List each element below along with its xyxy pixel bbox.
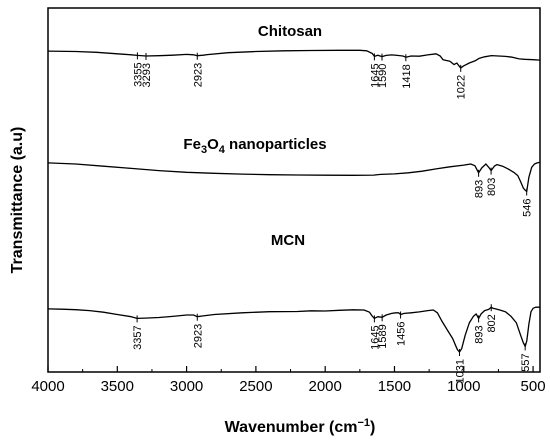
peak-label: 1031: [454, 359, 466, 383]
peak-label: 803: [486, 178, 498, 196]
peak-label: 557: [520, 353, 532, 371]
peak-label: 893: [474, 180, 486, 198]
peak-label: 2923: [192, 63, 204, 87]
x-tick-label: 2500: [239, 378, 272, 395]
x-axis-unit-sup: −1: [357, 417, 370, 429]
plot-frame: [47, 7, 541, 373]
x-axis-unit-prefix: (cm: [329, 419, 357, 436]
peak-label: 1456: [396, 321, 408, 345]
series-line: [47, 161, 541, 193]
peak-label: 1645: [369, 63, 381, 87]
x-tick-label: 4000: [31, 378, 64, 395]
x-tick-label: 1500: [378, 378, 411, 395]
peak-label: 2923: [192, 324, 204, 348]
x-axis-unit-suffix: ): [370, 419, 375, 436]
x-tick-label: 500: [521, 378, 546, 395]
y-axis-label: Transmittance (a.u): [9, 127, 26, 274]
peak-label: 546: [522, 199, 534, 217]
x-axis-label-main: Wavenumber: [225, 419, 325, 436]
series-line: [47, 306, 540, 353]
series-line: [47, 49, 541, 69]
peak-label: 1022: [456, 75, 468, 99]
peak-label: 1418: [401, 64, 413, 88]
plot-border: [47, 7, 541, 373]
x-tick-label: 1000: [447, 378, 480, 395]
peak-label: 1589: [377, 324, 389, 348]
series-name-label: Fe3O4 nanoparticles: [183, 136, 326, 156]
x-tick-label: 3000: [170, 378, 203, 395]
peak-label: 1590: [377, 64, 389, 88]
series-group: [47, 49, 541, 353]
x-tick-label: 3500: [101, 378, 134, 395]
x-tick-label: 2000: [308, 378, 341, 395]
series-name-label: Chitosan: [258, 23, 322, 40]
peak-label: 3357: [132, 325, 144, 349]
peak-label: 802: [486, 314, 498, 332]
peak-label: 3293: [141, 63, 153, 87]
x-axis-label: Wavenumber (cm−1): [225, 417, 376, 436]
peak-label: 3355: [132, 62, 144, 86]
peak-label: 893: [474, 325, 486, 343]
series-name-label: MCN: [271, 232, 305, 249]
peak-label: 1645: [369, 325, 381, 349]
series-labels: Chitosan Fe3O4 nanoparticles MCN: [183, 23, 326, 249]
x-axis-ticks: 4000 3500 3000 2500 2000 1500 1000 500: [31, 366, 546, 395]
